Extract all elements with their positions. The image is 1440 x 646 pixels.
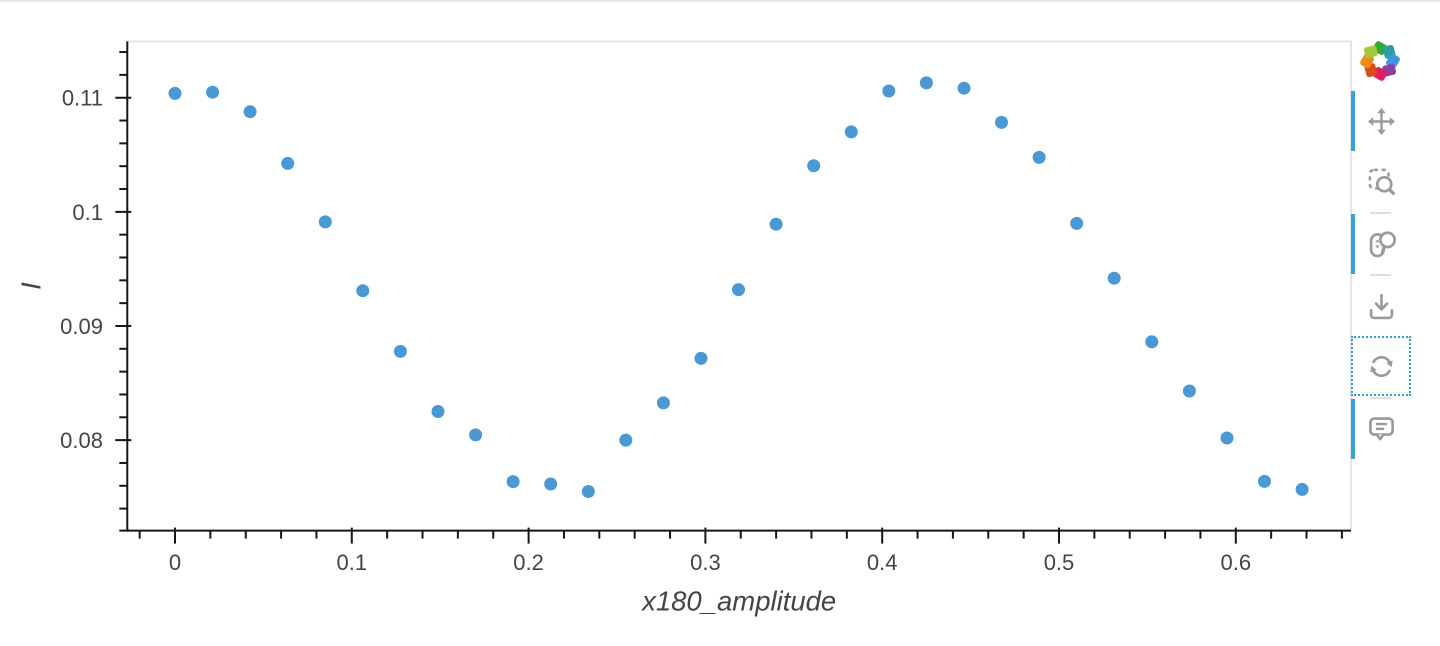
x-tick-label: 0.5 [1044, 550, 1075, 575]
hover-icon [1368, 417, 1394, 441]
data-point[interactable] [206, 85, 220, 99]
reset-tool-button[interactable] [1351, 336, 1411, 396]
data-point[interactable] [844, 125, 858, 139]
active-tool-indicator [1351, 398, 1355, 459]
data-point[interactable] [281, 156, 295, 170]
hover-tool-button[interactable] [1351, 398, 1411, 459]
data-point[interactable] [431, 405, 445, 418]
y-tick-label: 0.09 [60, 314, 103, 339]
data-point[interactable] [1145, 335, 1159, 349]
data-point[interactable] [168, 86, 182, 100]
data-point[interactable] [732, 283, 745, 297]
data-point[interactable] [544, 477, 558, 491]
page-top-border [0, 0, 1440, 2]
data-point[interactable] [769, 217, 783, 231]
box-zoom-tool-button[interactable] [1351, 151, 1411, 211]
data-point[interactable] [882, 84, 896, 98]
data-point[interactable] [1032, 150, 1046, 164]
data-point[interactable] [694, 351, 708, 365]
x-axis-label: x180_amplitude [640, 586, 836, 617]
bokeh-toolbar [1351, 0, 1440, 646]
reset-icon [1369, 355, 1393, 377]
wheel-zoom-icon [1369, 231, 1396, 258]
x-tick-label: 0.3 [690, 550, 721, 575]
active-tool-indicator [1351, 213, 1355, 274]
data-point[interactable] [957, 81, 971, 95]
x-tick-label: 0.2 [513, 550, 544, 575]
data-point[interactable] [1295, 482, 1309, 496]
data-point[interactable] [1220, 431, 1234, 445]
data-point[interactable] [1258, 474, 1271, 488]
plot-frame-outline [127, 40, 1352, 531]
active-tool-indicator [1351, 91, 1355, 151]
x-tick-label: 0 [169, 550, 181, 575]
data-point[interactable] [919, 76, 933, 90]
x-tick-label: 0.4 [867, 550, 898, 575]
move-icon [1367, 107, 1395, 135]
data-point[interactable] [318, 215, 332, 229]
box-zoom-icon [1368, 168, 1395, 195]
x-tick-label: 0.1 [337, 550, 368, 575]
data-point[interactable] [619, 433, 633, 447]
save-icon [1369, 293, 1393, 319]
pan-tool-button[interactable] [1351, 91, 1411, 151]
wheel-zoom-tool-button[interactable] [1351, 213, 1411, 274]
data-point[interactable] [807, 159, 821, 173]
x-tick-label: 0.6 [1221, 550, 1252, 575]
data-point[interactable] [356, 284, 370, 298]
data-point[interactable] [393, 344, 407, 358]
bokeh-logo[interactable] [1360, 41, 1400, 81]
data-point[interactable] [243, 105, 257, 119]
toolbar-separator [1370, 211, 1391, 214]
y-tick-label: 0.11 [62, 86, 103, 111]
data-point[interactable] [656, 396, 670, 410]
y-tick-label: 0.1 [72, 200, 103, 225]
data-point[interactable] [1070, 216, 1084, 230]
y-tick-label: 0.08 [60, 428, 103, 453]
data-point[interactable] [506, 475, 520, 489]
data-point[interactable] [581, 485, 595, 498]
data-point[interactable] [1182, 384, 1196, 398]
y-axis-label: I [16, 282, 47, 290]
bokeh-logo-petal [1363, 45, 1378, 59]
data-point[interactable] [469, 428, 483, 442]
data-point[interactable] [995, 115, 1008, 129]
save-tool-button[interactable] [1351, 276, 1411, 336]
data-point[interactable] [1107, 271, 1121, 285]
toolbar-separator [1370, 274, 1391, 276]
toolbar-separator [1370, 396, 1391, 399]
